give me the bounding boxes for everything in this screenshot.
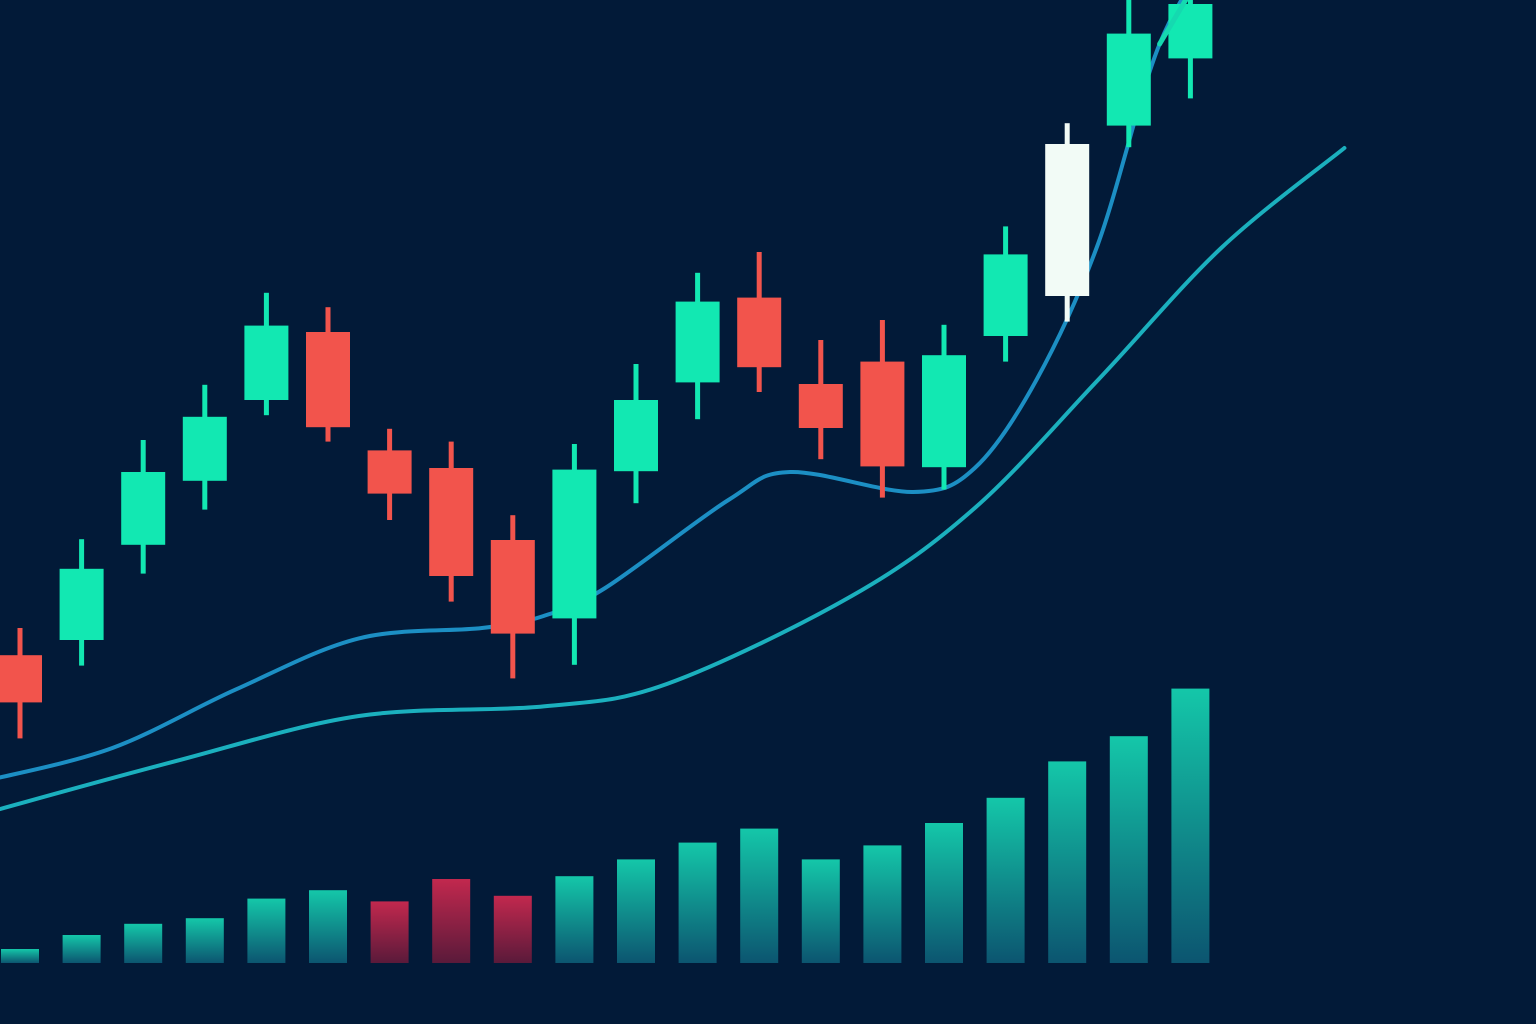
candle-body — [0, 655, 42, 703]
volume-bar — [247, 898, 286, 963]
candle-body — [367, 450, 412, 494]
candlesticks — [0, 0, 1213, 739]
volume-bar — [370, 901, 409, 963]
volume-bar — [1109, 736, 1148, 963]
candle — [1106, 0, 1151, 148]
candle-body — [429, 468, 474, 576]
candle — [552, 444, 597, 665]
moving-average-lines — [0, 0, 1347, 812]
candle-body — [798, 384, 843, 428]
candle-body — [306, 332, 350, 428]
trend-arrow-shaft — [1157, 0, 1189, 47]
candle-body — [244, 325, 289, 400]
volume-bar — [986, 797, 1025, 963]
candle — [614, 364, 658, 504]
candle-body — [59, 568, 104, 640]
candle-body — [983, 254, 1028, 336]
volume-bar — [493, 895, 532, 963]
candle-body — [614, 400, 658, 472]
candle — [367, 428, 412, 520]
candle-body — [860, 361, 905, 467]
volume-bar — [678, 842, 717, 963]
slow-moving-average-line — [0, 146, 1347, 812]
volume-bar — [62, 935, 101, 963]
volume-bar — [740, 828, 779, 963]
volume-bar — [1171, 688, 1210, 963]
volume-bar — [124, 923, 163, 963]
candle — [922, 324, 966, 490]
volume-bar — [1048, 761, 1087, 963]
candle-body — [182, 416, 227, 481]
candle — [244, 292, 289, 416]
volume-bars — [1, 688, 1210, 963]
volume-bar — [801, 859, 840, 963]
candle — [675, 272, 720, 420]
candle-body — [121, 472, 166, 545]
candle — [182, 384, 227, 510]
trend-arrow — [1157, 0, 1189, 47]
candle — [798, 340, 843, 460]
candle — [1045, 123, 1090, 322]
candle — [0, 628, 42, 739]
candle-body — [552, 469, 597, 619]
volume-bar — [1, 949, 39, 963]
candle — [490, 515, 535, 679]
candle — [737, 252, 782, 392]
candle — [306, 307, 350, 442]
candle-body — [675, 301, 720, 383]
candle — [59, 539, 104, 666]
candle-body — [1045, 144, 1090, 296]
candle — [983, 226, 1028, 362]
volume-bar — [185, 918, 224, 963]
candle-body — [922, 355, 966, 468]
volume-bar — [555, 876, 594, 963]
candle-body — [1106, 33, 1151, 126]
candle-body — [1168, 4, 1213, 59]
candle — [121, 440, 166, 574]
volume-bar — [309, 890, 347, 963]
volume-bar — [863, 845, 902, 963]
candle — [429, 441, 474, 602]
candle-body — [737, 297, 782, 368]
volume-bar — [925, 823, 963, 963]
candle-body — [490, 540, 535, 634]
volume-bar — [432, 879, 471, 963]
fast-moving-average-line — [0, 0, 1184, 780]
candle — [860, 320, 905, 498]
volume-bar — [617, 859, 655, 963]
